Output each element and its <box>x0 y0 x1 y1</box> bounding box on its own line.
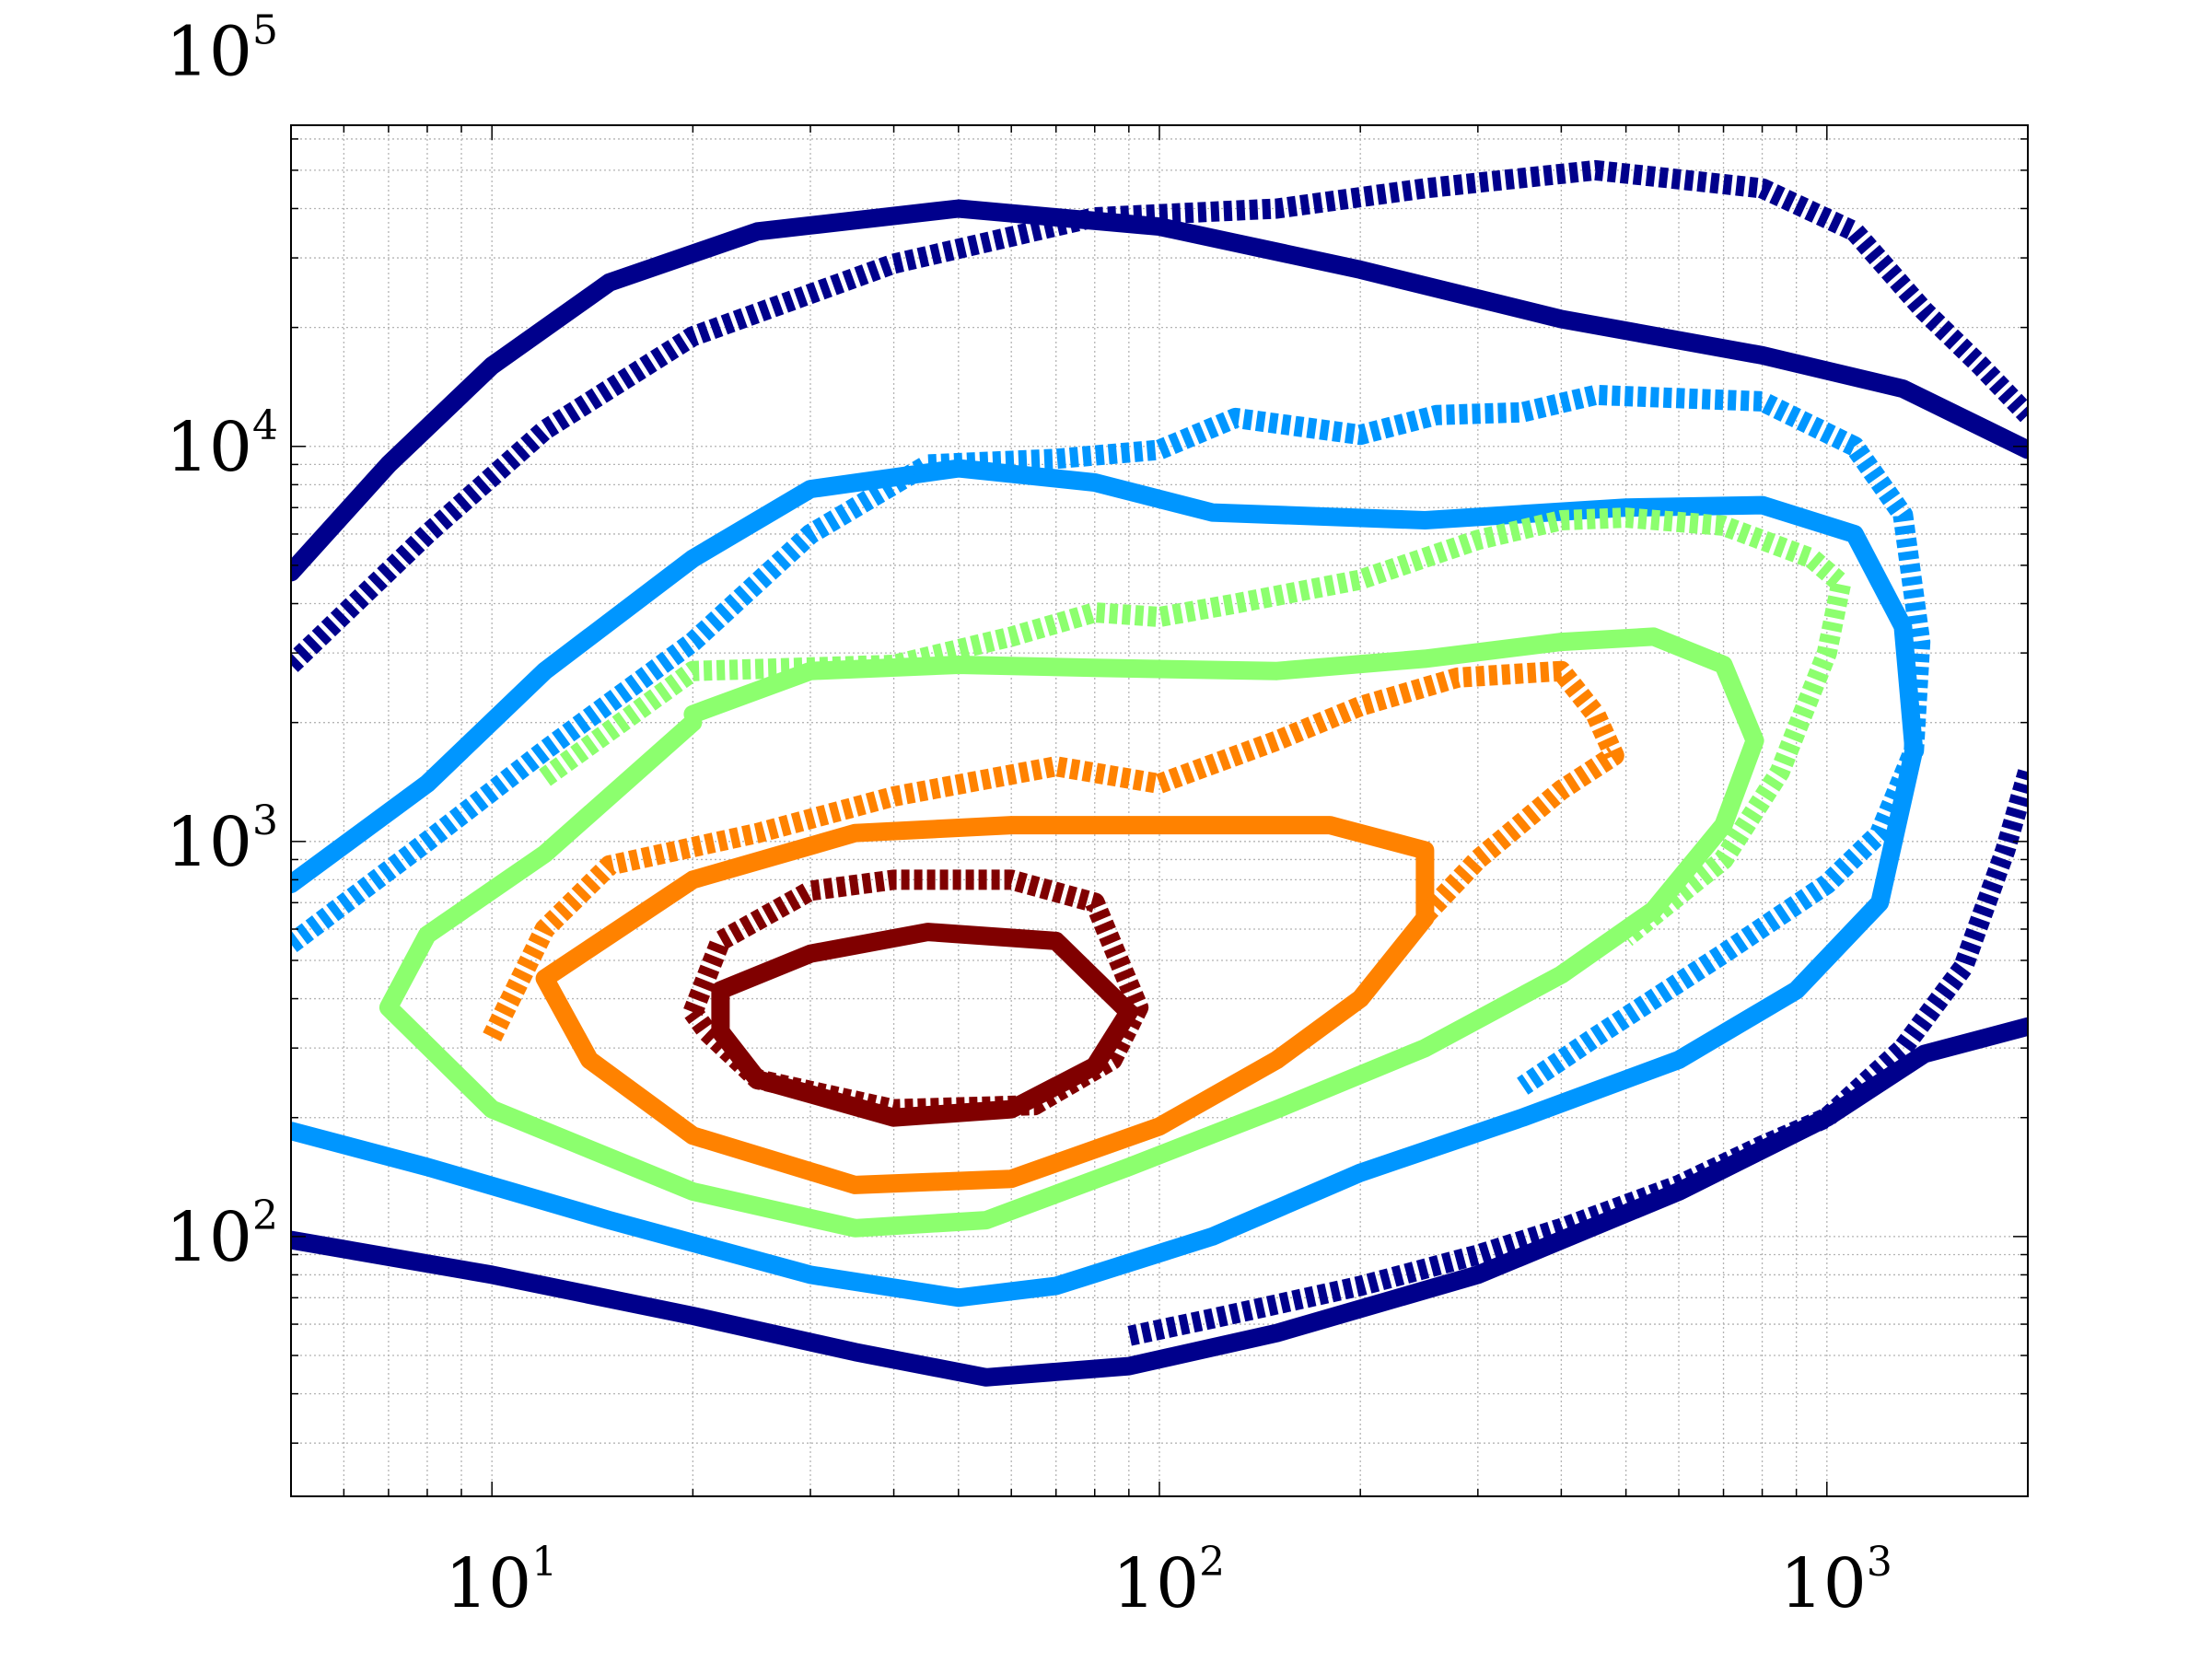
contour-line-dashed <box>683 869 1149 1120</box>
contour-line-dashed <box>1126 769 2028 1346</box>
tick-labels: 101 102 103 102 103 104 105 <box>166 7 1892 1623</box>
x-tick-label: 101 <box>445 1539 557 1623</box>
contour-line-dashed <box>291 159 2028 672</box>
contour-line-dashed <box>483 660 1624 1041</box>
contour-line-solid <box>378 627 1764 1238</box>
y-tick-label: 102 <box>166 1192 278 1277</box>
y-tick-label: 104 <box>166 402 278 487</box>
plot-frame <box>290 124 2029 1497</box>
contour-line-solid <box>535 816 1435 1194</box>
tick-marks <box>290 125 2029 1496</box>
contour-line-dashed <box>539 507 1852 947</box>
contour-line-dashed <box>291 384 1931 1095</box>
x-tick-label: 102 <box>1112 1539 1225 1623</box>
x-tick-label: 103 <box>1780 1539 1892 1623</box>
series-group <box>291 159 2028 1387</box>
contour-line-solid <box>291 459 1924 1308</box>
y-tick-label: 105 <box>166 7 278 92</box>
y-tick-label: 103 <box>166 797 278 882</box>
